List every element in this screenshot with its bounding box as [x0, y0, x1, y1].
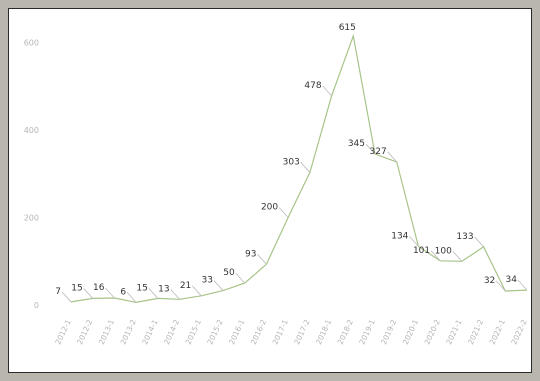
y-tick-label: 600: [24, 39, 39, 48]
label-leader: [170, 289, 180, 300]
y-tick-label: 400: [24, 126, 39, 135]
data-label: 615: [339, 23, 356, 33]
x-tick-label: 2018-1: [314, 318, 333, 346]
x-tick-label: 2020-2: [423, 318, 442, 346]
data-label: 15: [136, 283, 147, 293]
series-line: [70, 33, 528, 304]
data-label: 133: [456, 232, 473, 242]
x-tick-label: 2015-2: [205, 318, 224, 346]
x-tick-label: 2014-1: [140, 318, 159, 346]
label-leader: [387, 151, 398, 163]
y-tick-label: 0: [34, 301, 39, 310]
label-leader: [235, 272, 246, 284]
label-leaders: [61, 85, 528, 303]
data-label: 13: [158, 284, 169, 294]
x-tick-label: 2017-2: [292, 318, 311, 346]
label-leader: [474, 236, 484, 248]
data-label: 345: [348, 139, 365, 149]
data-label: 303: [283, 157, 300, 167]
data-label: 34: [506, 275, 518, 285]
data-label: 32: [484, 276, 495, 286]
label-leader: [495, 280, 506, 292]
label-leader: [278, 207, 289, 218]
data-label: 101: [413, 246, 430, 256]
data-label: 15: [71, 283, 82, 293]
x-tick-label: 2014-2: [162, 318, 181, 346]
label-leader: [61, 291, 72, 303]
data-label: 327: [370, 147, 387, 157]
label-leader: [430, 250, 441, 262]
label-leader: [83, 288, 94, 299]
label-leader: [409, 236, 419, 247]
x-tick-label: 2016-2: [249, 318, 268, 346]
x-tick-label: 2012-1: [53, 318, 72, 346]
label-leader: [213, 280, 224, 291]
data-label: 16: [93, 283, 105, 293]
x-tick-label: 2013-2: [119, 318, 138, 346]
label-leader: [322, 85, 332, 97]
data-label: 200: [261, 203, 278, 213]
x-tick-label: 2022-2: [509, 318, 528, 346]
label-leader: [257, 254, 267, 265]
x-tick-label: 2020-1: [401, 318, 420, 346]
x-tick-label: 2018-2: [336, 318, 355, 346]
data-label: 6: [120, 287, 126, 297]
x-tick-label: 2015-1: [184, 318, 203, 346]
label-leader: [148, 288, 159, 299]
data-label: 33: [202, 276, 213, 286]
label-leader: [105, 287, 115, 299]
data-label: 7: [55, 287, 61, 297]
label-leader: [365, 143, 376, 155]
data-label: 93: [245, 249, 256, 259]
y-tick-label: 200: [24, 214, 39, 223]
x-tick-label: 2021-2: [466, 318, 485, 346]
data-labels: 7 15 16 6 15 13 213350932003034786153453271341…: [55, 23, 517, 297]
x-tick-label: 2019-1: [357, 318, 376, 346]
y-axis: 0 200 400 600: [24, 39, 39, 311]
x-tick-label: 2012-2: [75, 318, 94, 346]
data-label: 134: [391, 231, 408, 241]
x-tick-label: 2022-1: [488, 318, 507, 346]
label-leader: [191, 285, 202, 297]
x-tick-label: 2021-1: [444, 318, 463, 346]
label-leader: [300, 162, 311, 173]
data-label: 100: [435, 246, 452, 256]
x-axis: 2012-1 2012-2 2013-1 2013-2 2014-1 2014-2 2015…: [53, 318, 528, 346]
x-tick-label: 2019-2: [379, 318, 398, 346]
chart-frame: 0 200 400 600 2012-1 2012-2 2013-1 2013-2 2014-…: [8, 8, 532, 373]
data-label: 21: [180, 281, 191, 291]
x-tick-label: 2013-1: [97, 318, 116, 346]
x-tick-label: 2017-1: [271, 318, 290, 346]
x-tick-label: 2016-1: [227, 318, 246, 346]
label-leader: [452, 250, 463, 262]
data-label: 50: [223, 268, 235, 278]
label-leader: [517, 279, 528, 291]
data-label: 478: [304, 81, 321, 91]
label-leader: [126, 292, 137, 303]
